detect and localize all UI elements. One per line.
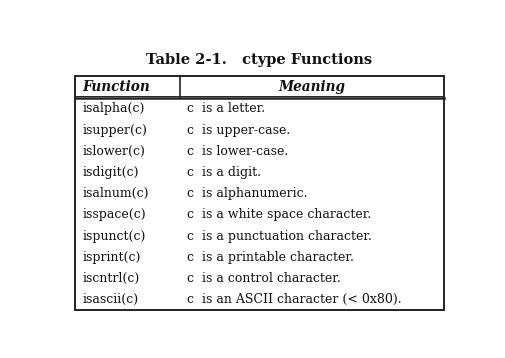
Text: c  is a letter.: c is a letter. [187,102,265,115]
Text: isalnum(c): isalnum(c) [82,187,148,200]
Text: c  is upper-case.: c is upper-case. [187,124,290,137]
Text: ispunct(c): ispunct(c) [82,229,145,243]
Text: Function: Function [82,80,149,94]
Text: isspace(c): isspace(c) [82,208,145,222]
Text: c  is lower-case.: c is lower-case. [187,145,288,158]
Text: isascii(c): isascii(c) [82,293,138,306]
Text: isalpha(c): isalpha(c) [82,102,144,115]
Text: Meaning: Meaning [278,80,345,94]
Text: c  is an ASCII character (< 0x80).: c is an ASCII character (< 0x80). [187,293,401,306]
Text: iscntrl(c): iscntrl(c) [82,272,139,285]
Text: c  is a white space character.: c is a white space character. [187,208,371,222]
Text: c  is alphanumeric.: c is alphanumeric. [187,187,307,200]
Text: c  is a control character.: c is a control character. [187,272,340,285]
Text: isdigit(c): isdigit(c) [82,166,138,179]
Text: Table 2-1.   ctype Functions: Table 2-1. ctype Functions [146,53,372,67]
Text: c  is a punctuation character.: c is a punctuation character. [187,229,371,243]
Text: isupper(c): isupper(c) [82,124,146,137]
Text: islower(c): islower(c) [82,145,144,158]
Text: c  is a digit.: c is a digit. [187,166,261,179]
Text: c  is a printable character.: c is a printable character. [187,251,354,264]
Text: isprint(c): isprint(c) [82,251,140,264]
